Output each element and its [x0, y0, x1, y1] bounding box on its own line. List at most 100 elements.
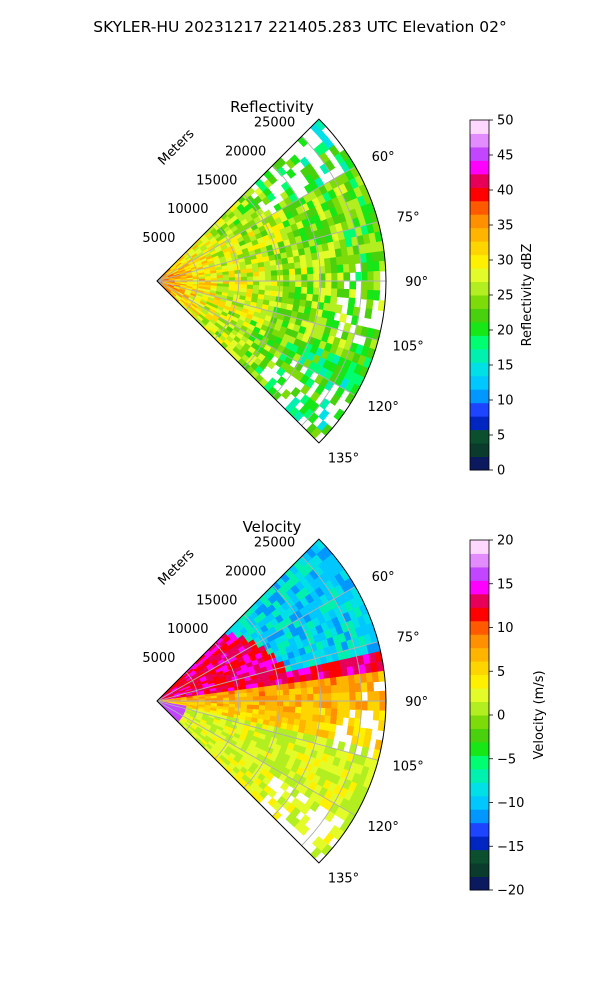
velocity-title: Velocity — [243, 518, 302, 536]
reflectivity-azimuth-tick-label: 90° — [405, 275, 428, 290]
velocity-field-cell — [360, 682, 369, 693]
velocity-field-cell — [349, 700, 357, 710]
reflectivity-field-cell — [342, 288, 350, 299]
velocity-field-cell — [288, 682, 296, 690]
velocity-field-cell — [240, 696, 248, 702]
velocity-field-cell — [329, 677, 338, 687]
reflectivity-field-cell — [276, 285, 284, 293]
reflectivity-field-cell — [288, 292, 296, 300]
velocity-colorbar-band — [470, 634, 489, 649]
reflectivity-field-cell — [336, 264, 344, 274]
velocity-field-cell — [313, 700, 321, 709]
reflectivity-colorbar-tick-label: 5 — [497, 429, 505, 444]
reflectivity-field-cell — [228, 277, 236, 282]
reflectivity-field-cell — [282, 269, 290, 276]
reflectivity-field-cell — [373, 270, 381, 282]
velocity-field-cell — [312, 679, 320, 688]
reflectivity-colorbar-tick-label: 40 — [497, 184, 514, 199]
reflectivity-colorbar-band — [470, 214, 489, 229]
velocity-field-cell — [264, 690, 272, 697]
reflectivity-field-cell — [258, 285, 266, 291]
reflectivity-azimuth-spoke — [156, 221, 379, 282]
reflectivity-colorbar-band — [470, 120, 489, 134]
reflectivity-field-cell — [365, 299, 374, 310]
velocity-field-cell — [348, 683, 356, 693]
velocity-field-cell — [331, 700, 339, 710]
reflectivity-field-cell — [331, 280, 339, 290]
velocity-panel: Velocity Meters 5000 10000 15000 20000 25000… — [142, 518, 428, 887]
reflectivity-colorbar: 0 5 10 15 20 25 30 35 40 45 50 Reflectivity dBZ — [469, 114, 535, 479]
reflectivity-field-cell — [253, 276, 260, 282]
reflectivity-range-tick-label: 5000 — [142, 231, 175, 246]
reflectivity-field-cell — [258, 271, 266, 277]
velocity-field-cell — [372, 710, 381, 721]
velocity-azimuth-tick-label: 120° — [368, 820, 399, 835]
velocity-field-cell — [298, 824, 310, 836]
velocity-field-cell — [364, 728, 373, 740]
reflectivity-field-cell — [264, 285, 272, 292]
reflectivity-panel: Reflectivity Meters 5000 10000 15000 20000 2… — [142, 98, 428, 467]
reflectivity-field-cell — [343, 272, 351, 282]
reflectivity-colorbar-band — [470, 268, 489, 283]
velocity-colorbar-band — [470, 768, 489, 783]
velocity-field-cell — [300, 713, 308, 722]
reflectivity-range-tick-label: 20000 — [225, 144, 266, 159]
reflectivity-colorbar-band — [470, 335, 489, 350]
reflectivity-field-cell — [289, 274, 296, 282]
velocity-field-cell — [309, 800, 321, 813]
reflectivity-field-cell — [329, 257, 338, 267]
reflectivity-field-cell — [259, 280, 266, 287]
velocity-field-cell — [312, 707, 320, 716]
reflectivity-field-cell — [266, 192, 276, 202]
reflectivity-field-cell — [240, 280, 248, 286]
velocity-azimuth-tick-label: 60° — [372, 570, 395, 585]
reflectivity-field-cell — [252, 267, 260, 273]
velocity-field-cell — [373, 700, 381, 712]
reflectivity-field-cell — [349, 280, 357, 290]
reflectivity-field-cell — [330, 288, 338, 298]
velocity-colorbar: −20 −15 −10 −5 0 5 10 15 20 Velocity (m/s) — [469, 534, 547, 899]
reflectivity-field-cell — [270, 270, 278, 277]
reflectivity-field-cell — [325, 280, 333, 289]
velocity-field-cell — [325, 693, 333, 702]
velocity-field-cell — [270, 705, 278, 712]
velocity-azimuth-tick-label: 135° — [328, 872, 359, 887]
velocity-field-cell — [323, 715, 332, 725]
velocity-field-cell — [259, 700, 266, 707]
reflectivity-colorbar-tick-label: 50 — [497, 114, 514, 129]
reflectivity-field-cell — [247, 280, 254, 286]
reflectivity-field-cell — [336, 288, 344, 298]
velocity-field-cell — [306, 707, 314, 715]
velocity-azimuth-spoke — [156, 700, 379, 761]
reflectivity-colorbar-tick-label: 0 — [497, 464, 505, 479]
reflectivity-field-cell — [348, 289, 356, 299]
reflectivity-field-cell — [324, 288, 332, 297]
reflectivity-field-cell — [318, 408, 330, 421]
velocity-field-cell — [343, 692, 351, 702]
reflectivity-field-cell — [306, 267, 314, 275]
velocity-field-cell — [259, 695, 266, 702]
velocity-field-cell — [283, 694, 290, 702]
velocity-colorbar-band — [470, 607, 489, 622]
reflectivity-field-cell — [329, 295, 338, 305]
velocity-field-cell — [264, 705, 272, 712]
velocity-field-cell — [282, 689, 290, 696]
velocity-field-cell — [313, 693, 321, 702]
reflectivity-field-cell — [240, 276, 248, 282]
reflectivity-field-cell — [289, 280, 296, 288]
reflectivity-field-cell — [288, 262, 296, 270]
reflectivity-field-cell — [334, 304, 343, 314]
velocity-field-cell — [264, 685, 272, 692]
velocity-field-cell — [294, 712, 302, 721]
reflectivity-range-tick-label: 10000 — [167, 202, 208, 217]
velocity-field-cell — [337, 692, 345, 702]
velocity-range-label: Meters — [156, 546, 198, 588]
velocity-field-cell — [307, 693, 314, 702]
reflectivity-azimuth-tick-label: 120° — [368, 400, 399, 415]
velocity-field-cell — [247, 700, 254, 706]
reflectivity-azimuth-tick-label: 105° — [392, 340, 423, 355]
reflectivity-range-tick-label: 25000 — [254, 115, 295, 130]
reflectivity-colorbar-tick-label: 35 — [497, 219, 514, 234]
reflectivity-field-cell — [329, 393, 341, 406]
reflectivity-field-cell — [288, 286, 296, 294]
